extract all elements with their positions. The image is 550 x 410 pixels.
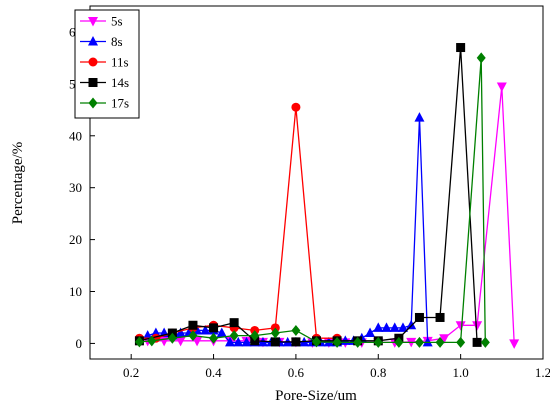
- point-marker: [414, 336, 424, 348]
- legend-item-5s: 5s: [80, 14, 123, 29]
- point-marker: [365, 327, 376, 338]
- series-line: [139, 107, 338, 339]
- point-marker: [175, 327, 186, 338]
- point-marker: [167, 332, 177, 344]
- point-marker: [435, 312, 445, 322]
- point-marker: [88, 97, 98, 109]
- point-marker: [270, 337, 280, 347]
- x-tick-label: 1.0: [453, 365, 469, 380]
- point-marker: [233, 336, 244, 347]
- x-tick-label: 1.2: [535, 365, 550, 380]
- point-marker: [209, 332, 219, 344]
- point-marker: [373, 322, 384, 332]
- legend-label: 5s: [111, 14, 123, 29]
- legend-box: [74, 9, 140, 119]
- point-marker: [147, 335, 157, 347]
- point-marker: [472, 321, 483, 331]
- y-tick-label: 30: [69, 180, 82, 195]
- series-11s: [134, 102, 342, 343]
- legend-item-8s: 8s: [80, 34, 123, 49]
- point-marker: [472, 337, 482, 347]
- legend-label: 11s: [111, 55, 129, 70]
- point-marker: [439, 334, 450, 344]
- point-marker: [332, 336, 342, 348]
- series-8s: [142, 112, 433, 347]
- point-marker: [229, 318, 239, 328]
- y-tick-label: 10: [69, 284, 82, 299]
- point-marker: [88, 17, 98, 27]
- x-tick-label: 0.6: [288, 365, 305, 380]
- legend-item-11s: 11s: [80, 55, 129, 70]
- point-marker: [312, 336, 321, 348]
- point-marker: [394, 336, 404, 348]
- point-marker: [241, 336, 252, 347]
- series-line: [139, 57, 486, 344]
- point-marker: [373, 336, 383, 348]
- point-marker: [476, 52, 486, 64]
- point-marker: [414, 312, 424, 322]
- point-marker: [270, 327, 280, 339]
- point-marker: [456, 43, 466, 53]
- x-tick-label: 0.8: [370, 365, 386, 380]
- point-marker: [406, 319, 417, 330]
- point-marker: [456, 336, 466, 348]
- point-marker: [209, 323, 219, 333]
- point-marker: [200, 324, 211, 335]
- point-marker: [422, 336, 433, 347]
- point-marker: [88, 57, 98, 67]
- legend-label: 8s: [111, 34, 123, 49]
- point-marker: [192, 336, 203, 347]
- y-tick-label: 0: [76, 336, 83, 351]
- legend-item-14s: 14s: [80, 75, 129, 90]
- point-marker: [188, 330, 198, 342]
- point-marker: [291, 337, 301, 347]
- point-marker: [509, 339, 520, 349]
- plot-frame: [89, 5, 544, 360]
- point-marker: [229, 330, 239, 342]
- point-marker: [250, 330, 260, 342]
- point-marker: [353, 336, 363, 348]
- point-marker: [88, 78, 98, 87]
- point-marker: [480, 336, 490, 348]
- series-line: [147, 86, 515, 344]
- point-marker: [381, 322, 392, 332]
- point-marker: [175, 336, 186, 347]
- point-marker: [88, 36, 98, 46]
- legend-label: 14s: [111, 75, 129, 90]
- y-axis-title: Percentage/%: [10, 142, 26, 224]
- x-axis: 0.2 0.4 0.6 0.8 1.0 1.2: [123, 354, 550, 380]
- x-axis-title: Pore-Size/um: [275, 388, 357, 404]
- point-marker: [496, 82, 507, 92]
- legend-label: 17s: [111, 96, 129, 111]
- x-tick-label: 0.4: [205, 365, 222, 380]
- point-marker: [414, 112, 425, 122]
- point-marker: [188, 320, 198, 330]
- series-17s: [134, 52, 490, 348]
- x-tick-label: 0.2: [123, 365, 139, 380]
- y-tick-label: 20: [69, 232, 82, 247]
- point-marker: [142, 330, 153, 340]
- point-marker: [134, 336, 144, 348]
- point-marker: [397, 322, 408, 332]
- y-tick-label: 40: [69, 128, 82, 143]
- point-marker: [291, 102, 301, 112]
- series-line: [147, 117, 429, 344]
- point-marker: [225, 336, 236, 347]
- plot-area: [134, 43, 520, 349]
- point-marker: [291, 324, 301, 336]
- point-marker: [435, 336, 445, 348]
- legend: 5s 8s 11s 14s 17s: [74, 9, 140, 119]
- point-marker: [389, 322, 400, 332]
- series-14s: [134, 43, 482, 347]
- point-marker: [455, 321, 466, 331]
- legend-item-17s: 17s: [80, 96, 129, 111]
- point-marker: [216, 327, 227, 338]
